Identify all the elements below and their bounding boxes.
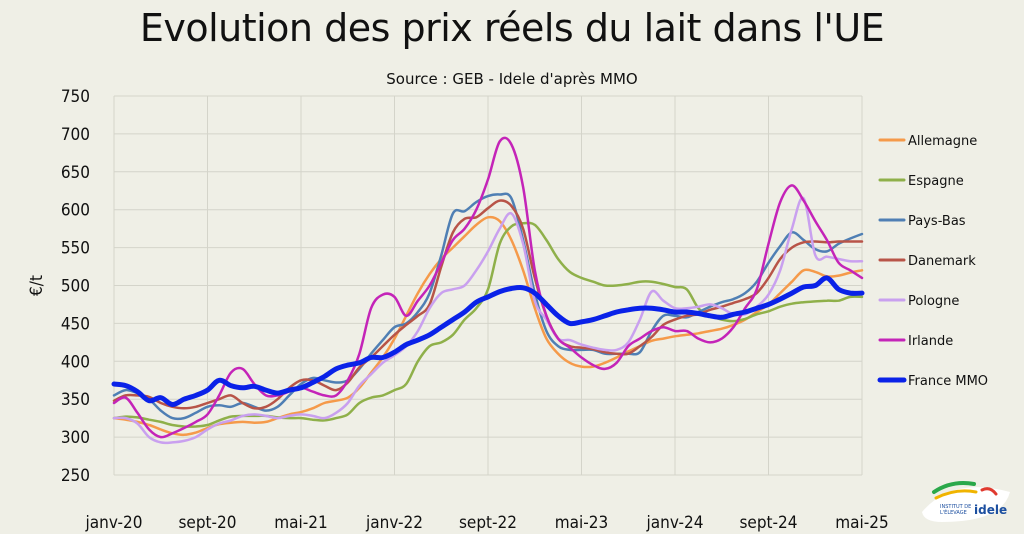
logo-text-line1: INSTITUT DE — [940, 504, 971, 510]
y-tick-label: 250 — [61, 466, 90, 486]
x-tick-label: janv-22 — [365, 513, 423, 533]
legend-label-allemagne: Allemagne — [908, 134, 977, 149]
x-tick-label: sept-24 — [739, 513, 797, 533]
y-tick-label: 550 — [61, 239, 90, 259]
y-tick-label: 500 — [61, 277, 90, 297]
y-axis-label: €/t — [27, 275, 47, 296]
axes: 250 300 350 400 450 500 550 600 650 700 750 janv-20… — [27, 87, 889, 533]
chart-subtitle: Source : GEB - Idele d'après MMO — [386, 70, 638, 88]
x-tick-label: mai-25 — [835, 513, 889, 533]
x-tick-label: janv-20 — [85, 513, 143, 533]
legend-label-pologne: Pologne — [908, 294, 959, 309]
legend-label-irlande: Irlande — [908, 334, 953, 349]
x-tick-label: mai-21 — [274, 513, 328, 533]
y-tick-label: 300 — [61, 428, 90, 448]
y-tick-label: 450 — [61, 314, 90, 334]
legend-label-france-mmo: France MMO — [908, 374, 988, 389]
series-line-pays-bas — [112, 192, 864, 421]
legend-label-pays-bas: Pays-Bas — [908, 214, 966, 229]
logo-brand: idele — [974, 503, 1007, 517]
series-line-irlande — [112, 136, 864, 439]
legend-label-danemark: Danemark — [908, 254, 976, 269]
y-tick-label: 650 — [61, 163, 90, 183]
y-tick-label: 350 — [61, 390, 90, 410]
x-tick-label: mai-23 — [555, 513, 609, 533]
y-tick-label: 600 — [61, 201, 90, 221]
chart-title: Evolution des prix réels du lait dans l'… — [139, 6, 885, 50]
logo-text-line2: L'ÉLEVAGE — [940, 508, 967, 516]
x-tick-label: sept-22 — [459, 513, 517, 533]
y-tick-label: 400 — [61, 352, 90, 372]
legend-label-espagne: Espagne — [908, 174, 964, 189]
idele-logo: INSTITUT DE L'ÉLEVAGE idele — [922, 481, 1010, 522]
x-tick-label: sept-20 — [178, 513, 236, 533]
y-tick-label: 750 — [61, 87, 90, 107]
y-tick-label: 700 — [61, 125, 90, 145]
legend: Allemagne Espagne Pays-Bas Danemark Pologne I… — [877, 134, 988, 389]
x-tick-label: janv-24 — [646, 513, 704, 533]
series-line-france-mmo — [111, 275, 865, 407]
series-line-danemark — [112, 199, 864, 410]
series-lines — [111, 136, 865, 445]
